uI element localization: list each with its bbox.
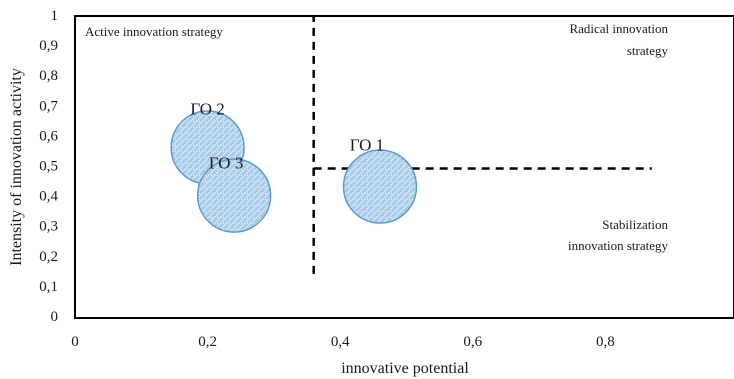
bubble-label: ГО 3 xyxy=(209,154,243,173)
y-tick-label: 0,5 xyxy=(39,159,58,175)
y-axis-ticks: 0 0,1 0,2 0,3 0,4 0,5 0,6 0,7 0,8 0,9 1 xyxy=(39,8,58,325)
y-tick-label: 0,2 xyxy=(39,249,58,265)
y-tick-label: 0,3 xyxy=(39,219,58,235)
plot-frame xyxy=(74,15,734,319)
region-label-top-right-line1: Radical innovation xyxy=(569,21,668,36)
region-label-top-left: Active innovation strategy xyxy=(85,24,223,39)
y-tick-label: 0 xyxy=(51,309,59,325)
bubble-label: ГО 2 xyxy=(190,99,224,118)
y-tick-label: 0,9 xyxy=(39,38,58,54)
y-tick-label: 0,7 xyxy=(39,98,58,114)
y-axis-title: Intensity of innovation activity xyxy=(8,68,25,266)
region-label-bottom-right-line2: innovation strategy xyxy=(568,238,669,253)
x-tick-label: 0,8 xyxy=(596,334,615,350)
x-tick-label: 0,2 xyxy=(198,334,217,350)
x-tick-label: 0,4 xyxy=(331,334,350,350)
x-tick-label: 0 xyxy=(71,334,79,350)
bubbles: ГО 2 ГО 3 ГО 1 xyxy=(170,99,418,233)
x-tick-label: 0,6 xyxy=(463,334,482,350)
y-tick-label: 0,4 xyxy=(39,189,58,205)
bubble xyxy=(196,158,272,233)
y-tick-label: 0,1 xyxy=(39,279,58,295)
y-tick-label: 1 xyxy=(51,8,59,24)
x-axis-ticks: 00,20,40,60,81 xyxy=(71,334,615,350)
y-tick-label: 0,8 xyxy=(39,68,58,84)
bubble-label: ГО 1 xyxy=(350,136,384,155)
bubble xyxy=(342,149,418,224)
y-tick-label: 0,6 xyxy=(39,128,58,144)
x-axis-title: innovative potential xyxy=(341,360,469,377)
region-label-top-right-line2: strategy xyxy=(627,43,669,58)
region-label-bottom-right-line1: Stabilization xyxy=(602,217,668,232)
